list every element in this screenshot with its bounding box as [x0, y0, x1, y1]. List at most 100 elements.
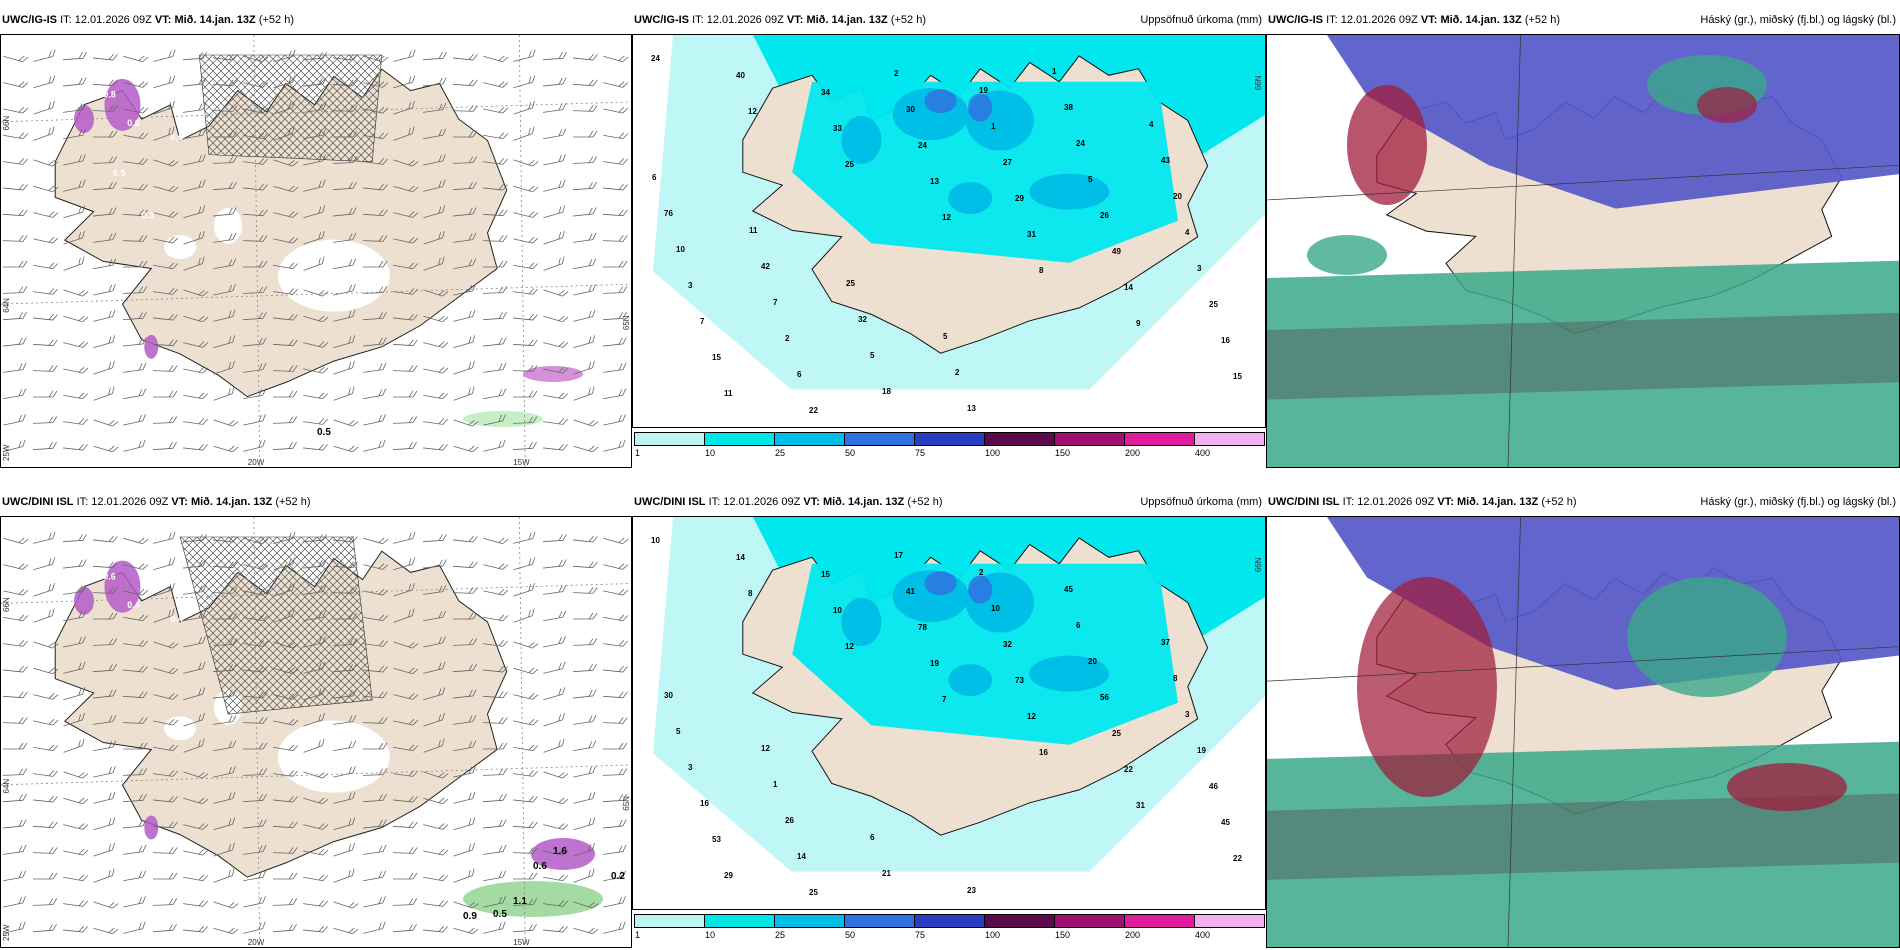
wind-barb: [33, 288, 58, 295]
map-frame[interactable]: 66N 64N 65N 25W 20W 15W 0.6 0.4 0.4 1.6 0.6 0.2 0.9 0…: [0, 516, 632, 948]
wind-barb: [482, 311, 507, 321]
precip-value-label: 41: [906, 587, 915, 596]
wind-barb: [183, 823, 209, 830]
wind-barb: [392, 339, 418, 347]
wind-barb: [93, 309, 116, 322]
wind-barb: [333, 258, 357, 270]
wind-barb: [543, 443, 568, 451]
wind-barb: [153, 582, 175, 597]
wind-barb: [183, 341, 209, 348]
wind-barb: [423, 256, 445, 271]
wind-barb: [513, 159, 539, 167]
wind-barb: [3, 896, 26, 908]
wind-barb: [272, 441, 297, 451]
wind-barb: [603, 55, 629, 63]
wind-barb: [302, 51, 327, 61]
wind-barb: [362, 311, 387, 321]
wind-barb: [363, 640, 388, 647]
lon-gridline: [253, 517, 261, 947]
wind-barb: [213, 360, 235, 375]
wind-barb: [153, 288, 178, 295]
precip-value-label: 5: [1088, 175, 1093, 184]
map-frame[interactable]: 10 8 12 7 16 31 22 14 10 19 12 22 45 29 15 78 73 25 46 53 25…: [632, 516, 1266, 910]
wind-barb: [243, 158, 268, 165]
wind-barb: [423, 925, 448, 933]
low-cloud-area: [1627, 577, 1787, 697]
wind-barb: [483, 414, 506, 426]
wind-barb: [3, 439, 26, 452]
wind-barb: [32, 923, 57, 933]
wind-barb: [272, 821, 298, 829]
wind-barb: [213, 232, 237, 243]
wind-barb: [513, 641, 539, 649]
wind-barb: [152, 923, 177, 933]
wind-barb: [32, 847, 58, 854]
wind-barb: [152, 365, 178, 372]
wind-barb: [183, 559, 207, 569]
wind-barb: [123, 844, 147, 855]
wind-barb: [33, 557, 56, 571]
precip-value-label: 2: [785, 334, 790, 343]
precip-value-label: 8: [748, 589, 753, 598]
wind-barb: [453, 258, 477, 270]
wind-barb: [92, 181, 117, 191]
wind-barb: [482, 691, 508, 699]
wind-barb: [303, 900, 328, 907]
precip-value-label: 18: [882, 387, 891, 396]
precip-map: 2412251289154033133114161134242949251522…: [633, 35, 1265, 427]
wind-barb: [543, 559, 567, 569]
wind-barb: [303, 315, 329, 323]
precip-value-label: 12: [942, 213, 951, 222]
panel-cloud-bottom: UWC/DINI ISL IT: 12.01.2026 09Z VT: Mið.…: [1266, 492, 1900, 950]
legend-swatch: [1054, 432, 1125, 446]
wind-barb: [243, 870, 267, 882]
wind-barb: [303, 77, 327, 87]
map-frame[interactable]: [1266, 34, 1900, 468]
map-frame[interactable]: 66N 64N 65N 25W 20W 15W 0.8 0.6 0.6 0.5 0.3 0.5: [0, 34, 632, 468]
wind-barb: [393, 313, 418, 321]
wind-barb: [513, 100, 535, 115]
lon-gridline: [518, 517, 526, 947]
wind-barb: [123, 337, 147, 347]
wind-barb: [63, 797, 89, 805]
wind-barb: [152, 847, 178, 854]
precip-value-label: 20: [1088, 657, 1097, 666]
wind-barb: [122, 286, 148, 294]
precip-25-area: [841, 115, 882, 164]
wind-barb: [303, 128, 327, 140]
wind-barb: [92, 638, 118, 646]
precip-value-label: 7: [942, 695, 947, 704]
precip-value-label: 19: [930, 659, 939, 668]
wind-barb: [152, 339, 178, 347]
precip-value-label: 76: [664, 209, 673, 218]
precip-25-area: [1029, 655, 1110, 692]
lat-label: 65N: [622, 315, 631, 330]
legend-label: 75: [915, 448, 926, 458]
wind-barb: [273, 390, 298, 398]
wind-barb: [213, 927, 239, 935]
wind-barb: [543, 797, 569, 805]
wind-barb: [513, 288, 538, 295]
legend-swatch: [704, 914, 775, 928]
wind-barb: [333, 207, 357, 217]
wind-barb: [543, 687, 566, 701]
map-frame[interactable]: [1266, 516, 1900, 948]
wind-barb: [273, 159, 299, 167]
wind-barb: [602, 286, 628, 294]
wind-barb: [603, 81, 629, 88]
legend-swatch: [1124, 914, 1195, 928]
wind-barb: [603, 563, 629, 570]
map-frame[interactable]: 24 12 25 12 8 9 15 40 33 13 31 14 16 11 34 24 29 49 25 15 22…: [632, 34, 1266, 428]
wind-barb: [123, 640, 148, 647]
wind-barb: [243, 665, 268, 673]
wind-barb: [573, 309, 596, 322]
wind-barb: [33, 211, 59, 218]
wind-barb: [93, 53, 118, 61]
wind-barb: [482, 717, 508, 724]
wind-barb: [543, 712, 565, 727]
wind-barb: [32, 365, 58, 372]
wind-barb: [453, 535, 478, 543]
convective-cloud-area: [1727, 763, 1847, 811]
wind-barb: [273, 770, 298, 777]
wind-barb: [153, 795, 178, 803]
